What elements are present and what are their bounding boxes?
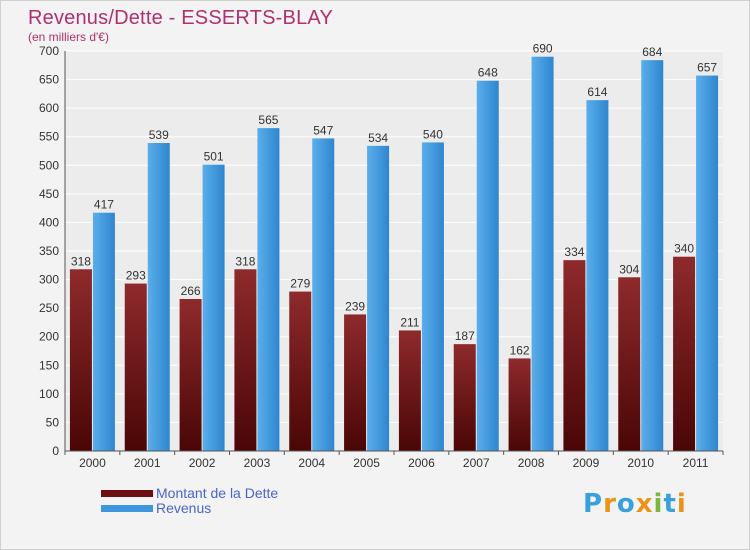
- data-label-debt: 266: [181, 284, 201, 298]
- data-label-revenus: 690: [533, 42, 553, 56]
- data-label-debt: 279: [290, 277, 310, 291]
- chart-title: Revenus/Dette - ESSERTS-BLAY: [28, 7, 333, 29]
- bar-debt: [124, 283, 147, 451]
- data-label-debt: 340: [674, 242, 694, 256]
- data-label-revenus: 534: [368, 131, 388, 145]
- bar-revenus: [257, 128, 280, 451]
- y-tick-label: 150: [39, 358, 59, 372]
- x-tick-label: 2009: [573, 456, 600, 470]
- bar-debt: [563, 260, 586, 451]
- logo-letter: t: [663, 489, 677, 519]
- y-tick-label: 500: [39, 158, 59, 172]
- bar-revenus: [312, 138, 335, 451]
- bar-debt: [508, 358, 531, 451]
- bar-debt: [344, 314, 367, 451]
- y-tick-label: 200: [39, 330, 59, 344]
- data-label-debt: 162: [510, 343, 530, 357]
- legend-swatch-debt: [101, 490, 153, 497]
- data-label-revenus: 540: [423, 127, 443, 141]
- y-tick-label: 600: [39, 101, 59, 115]
- legend-label-debt: Montant de la Dette: [156, 485, 279, 501]
- bar-debt: [289, 291, 312, 451]
- x-tick-label: 2001: [134, 456, 161, 470]
- chart-subtitle: (en milliers d'€): [28, 30, 109, 44]
- y-tick-label: 300: [39, 273, 59, 287]
- y-tick-label: 0: [52, 444, 59, 458]
- logo-letter: r: [603, 489, 617, 519]
- x-tick-label: 2010: [627, 456, 654, 470]
- bar-revenus: [476, 80, 499, 451]
- bar-revenus: [586, 100, 609, 452]
- bar-revenus: [531, 56, 554, 451]
- logo-letter: i: [653, 489, 664, 519]
- bar-revenus: [367, 145, 390, 451]
- data-label-debt: 304: [619, 262, 639, 276]
- legend-swatch-revenus: [101, 505, 153, 512]
- x-tick-label: 2004: [298, 456, 325, 470]
- data-label-debt: 318: [235, 254, 255, 268]
- y-tick-label: 400: [39, 215, 59, 229]
- y-tick-label: 350: [39, 244, 59, 258]
- y-tick-label: 450: [39, 187, 59, 201]
- x-tick-label: 2006: [408, 456, 435, 470]
- y-tick-label: 250: [39, 301, 59, 315]
- bar-debt: [234, 269, 257, 451]
- y-tick-label: 50: [46, 415, 60, 429]
- logo-letter: x: [635, 489, 654, 519]
- bar-revenus: [202, 164, 225, 451]
- data-label-revenus: 565: [258, 113, 278, 127]
- data-label-debt: 211: [400, 315, 419, 329]
- data-label-debt: 334: [564, 245, 584, 259]
- logo-letter: o: [616, 489, 636, 519]
- data-label-revenus: 657: [697, 61, 717, 75]
- proxiti-logo: Proxiti: [583, 489, 687, 519]
- bar-revenus: [92, 212, 115, 451]
- x-tick-label: 2002: [189, 456, 216, 470]
- x-tick-label: 2000: [79, 456, 106, 470]
- x-tick-label: 2008: [518, 456, 545, 470]
- x-tick-label: 2003: [244, 456, 271, 470]
- bar-debt: [673, 256, 696, 451]
- y-tick-label: 700: [39, 44, 59, 58]
- y-tick-label: 550: [39, 130, 59, 144]
- bar-debt: [618, 277, 641, 451]
- logo-letter: i: [676, 489, 687, 519]
- bar-revenus: [421, 142, 444, 451]
- bar-debt: [179, 299, 202, 451]
- bar-debt: [69, 269, 92, 451]
- bar-debt: [453, 344, 476, 451]
- logo-letter: P: [583, 489, 604, 519]
- data-label-revenus: 501: [204, 150, 224, 164]
- legend-label-revenus: Revenus: [156, 500, 212, 516]
- bar-revenus: [696, 75, 719, 452]
- data-label-revenus: 417: [94, 198, 114, 212]
- data-label-debt: 318: [71, 254, 91, 268]
- data-label-revenus: 547: [313, 123, 333, 137]
- y-tick-label: 650: [39, 73, 59, 87]
- data-label-debt: 293: [126, 269, 146, 283]
- data-label-revenus: 539: [149, 128, 169, 142]
- bar-debt: [398, 330, 421, 451]
- data-label-debt: 187: [455, 329, 475, 343]
- x-tick-label: 2011: [683, 456, 709, 470]
- x-tick-label: 2007: [463, 456, 490, 470]
- data-label-debt: 239: [345, 299, 365, 313]
- x-tick-label: 2005: [353, 456, 380, 470]
- y-tick-label: 100: [39, 387, 59, 401]
- bar-revenus: [147, 143, 170, 451]
- data-label-revenus: 614: [587, 85, 607, 99]
- data-label-revenus: 648: [478, 66, 498, 80]
- bar-revenus: [641, 60, 664, 452]
- data-label-revenus: 684: [642, 45, 662, 59]
